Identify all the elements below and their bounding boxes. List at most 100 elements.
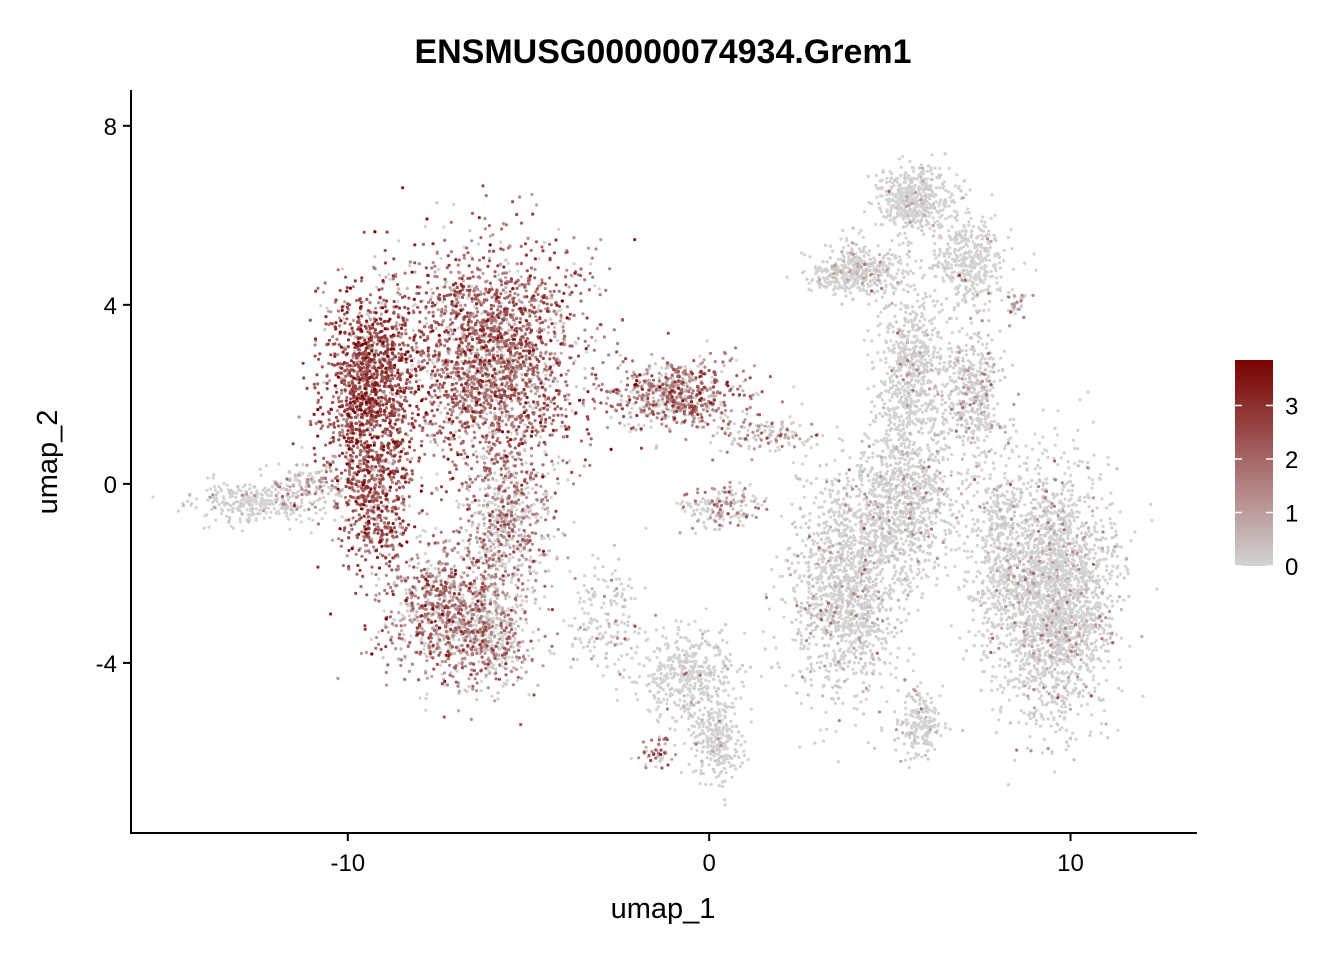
- data-point: [871, 452, 874, 455]
- data-point: [911, 310, 914, 313]
- data-point: [619, 364, 622, 367]
- data-point: [295, 518, 298, 521]
- data-point: [511, 606, 514, 609]
- data-point: [842, 626, 845, 629]
- data-point: [903, 431, 906, 434]
- data-point: [620, 399, 623, 402]
- data-point: [616, 699, 619, 702]
- data-point: [870, 339, 873, 342]
- data-point: [860, 596, 863, 599]
- data-point: [679, 707, 682, 710]
- data-point: [918, 452, 921, 455]
- data-point: [482, 458, 485, 461]
- data-point: [879, 471, 882, 474]
- data-point: [729, 765, 732, 768]
- data-point: [690, 734, 693, 737]
- data-point: [683, 710, 686, 713]
- data-point: [813, 540, 816, 543]
- data-point: [870, 629, 873, 632]
- data-point: [630, 587, 633, 590]
- data-point: [658, 405, 661, 408]
- data-point: [915, 417, 918, 420]
- data-point: [940, 336, 943, 339]
- data-point: [616, 623, 619, 626]
- data-point: [843, 566, 846, 569]
- data-point: [714, 654, 717, 657]
- data-point: [698, 670, 701, 673]
- data-point: [742, 685, 745, 688]
- data-point: [949, 412, 952, 415]
- data-point: [798, 424, 801, 427]
- data-point: [817, 506, 820, 509]
- data-point: [893, 407, 896, 410]
- data-point: [869, 594, 872, 597]
- data-point: [583, 574, 586, 577]
- data-point: [729, 653, 732, 656]
- data-point: [741, 681, 744, 684]
- data-point: [694, 620, 697, 623]
- data-point: [803, 679, 806, 682]
- data-point: [528, 569, 531, 572]
- data-point: [770, 568, 773, 571]
- data-point: [525, 600, 528, 603]
- data-point: [717, 426, 720, 429]
- data-point: [904, 539, 907, 542]
- data-point: [657, 690, 660, 693]
- data-point: [949, 393, 952, 396]
- data-point: [884, 339, 887, 342]
- data-point: [891, 577, 894, 580]
- data-point: [723, 716, 726, 719]
- data-point: [322, 496, 325, 499]
- data-point: [841, 503, 844, 506]
- data-point: [829, 541, 832, 544]
- data-point: [853, 515, 856, 518]
- data-point: [854, 600, 857, 603]
- data-point: [807, 569, 810, 572]
- data-point: [470, 439, 473, 442]
- data-point: [870, 469, 873, 472]
- data-point: [731, 385, 734, 388]
- data-point: [808, 512, 811, 515]
- data-point: [825, 585, 828, 588]
- data-point: [229, 504, 232, 507]
- data-point: [479, 545, 482, 548]
- data-point: [875, 519, 878, 522]
- data-point: [289, 489, 292, 492]
- data-point: [227, 509, 230, 512]
- data-point: [719, 401, 722, 404]
- data-point: [849, 544, 852, 547]
- data-point: [928, 512, 931, 515]
- data-point: [491, 501, 494, 504]
- data-point: [719, 416, 722, 419]
- data-point: [845, 589, 848, 592]
- data-point: [834, 478, 837, 481]
- data-point: [695, 735, 698, 738]
- data-point: [707, 698, 710, 701]
- data-point: [925, 470, 928, 473]
- data-point: [819, 729, 822, 732]
- data-point: [267, 507, 270, 510]
- data-point: [307, 517, 310, 520]
- data-point: [497, 492, 500, 495]
- data-point: [638, 627, 641, 630]
- data-point: [583, 600, 586, 603]
- data-point: [834, 602, 837, 605]
- data-point: [283, 511, 286, 514]
- data-point: [922, 297, 925, 300]
- data-point: [529, 556, 532, 559]
- data-point: [828, 489, 831, 492]
- data-point: [838, 506, 841, 509]
- data-point: [740, 509, 743, 512]
- data-point: [253, 513, 256, 516]
- data-point: [205, 489, 208, 492]
- data-point: [923, 484, 926, 487]
- data-point: [880, 642, 883, 645]
- data-point: [710, 376, 713, 379]
- data-point: [716, 703, 719, 706]
- data-point: [811, 578, 814, 581]
- data-point: [881, 577, 884, 580]
- data-point: [974, 475, 977, 478]
- data-point: [242, 503, 245, 506]
- data-point: [485, 412, 488, 415]
